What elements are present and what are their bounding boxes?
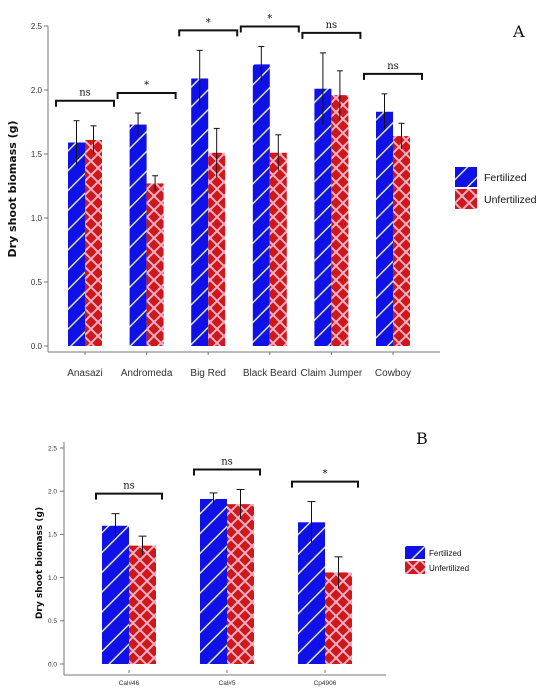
- y-tick-label: 1.5: [48, 532, 57, 539]
- significance-label: *: [323, 469, 328, 480]
- significance-bracket: [95, 492, 163, 500]
- bar-unfertilized: [208, 152, 226, 346]
- bar-fertilized: [376, 111, 393, 346]
- y-tick-label: 1.0: [31, 214, 43, 223]
- x-tick-label: Black Beard: [243, 368, 297, 379]
- y-tick-label: 2.0: [31, 86, 43, 95]
- significance-bracket: [55, 99, 115, 107]
- y-tick-label: 1.0: [48, 575, 57, 582]
- bar-unfertilized: [85, 139, 102, 346]
- legend-swatch-unfertilized: [455, 189, 477, 209]
- bar-fertilized: [191, 78, 209, 346]
- x-tick-label: Cal#46: [119, 680, 140, 687]
- panel-label-b: B: [416, 429, 428, 448]
- significance-bracket: [301, 31, 362, 39]
- legend-swatch-unfertilized: [405, 561, 425, 574]
- y-axis-label-a: Dry shoot biomass (g): [6, 120, 19, 257]
- significance-bracket: [363, 72, 423, 80]
- significance-label: ns: [387, 61, 399, 72]
- x-tick-label: Big Red: [190, 368, 226, 379]
- bar-fertilized: [129, 124, 147, 346]
- legend-label-fertilized: Fertilized: [484, 172, 527, 184]
- significance-label: ns: [326, 20, 338, 31]
- significance-label: *: [206, 17, 211, 28]
- significance-bracket: [178, 29, 239, 37]
- x-tick-label: Andromeda: [121, 368, 173, 379]
- x-tick-label: Cowboy: [375, 368, 411, 379]
- y-tick-label: 2.5: [48, 445, 57, 452]
- bar-fertilized: [314, 88, 332, 346]
- legend-a: Fertilized Unfertilized: [455, 167, 537, 209]
- x-tick-label: Anasazi: [67, 368, 103, 379]
- panel-label-a: A: [512, 22, 525, 41]
- significance-label: *: [144, 80, 149, 91]
- y-tick-label: 0.5: [48, 618, 57, 625]
- legend-label-unfertilized: Unfertilized: [484, 194, 537, 206]
- bar-fertilized: [102, 525, 129, 664]
- legend-label-unfertilized: Unfertilized: [429, 564, 469, 573]
- y-tick-label: 2.0: [48, 488, 57, 495]
- significance-label: ns: [79, 88, 91, 99]
- y-axis-label-b: Dry shoot biomass (g): [35, 507, 45, 619]
- x-tick-label: Claim Jumper: [301, 368, 363, 379]
- significance-bracket: [239, 25, 300, 33]
- y-tick-label: 0.0: [31, 342, 43, 351]
- y-tick-label: 0.0: [48, 661, 57, 668]
- significance-label: ns: [123, 481, 135, 492]
- significance-label: *: [267, 13, 272, 24]
- bar-unfertilized: [146, 183, 164, 346]
- x-tick-label: Cp4906: [314, 680, 337, 687]
- bars-a: [68, 45, 410, 347]
- y-tick-label: 1.5: [31, 150, 43, 159]
- bar-unfertilized: [331, 95, 349, 347]
- bar-unfertilized: [227, 504, 254, 664]
- legend-b: Fertilized Unfertilized: [405, 546, 469, 574]
- bar-unfertilized: [269, 152, 287, 346]
- significance-bracket: [193, 468, 261, 476]
- x-tick-label: Cal#5: [219, 680, 236, 687]
- chart-panel-b: Dry shoot biomass (g) B Fertilized Unfer…: [35, 429, 469, 687]
- y-tick-label: 2.5: [31, 22, 43, 31]
- significance-bracket: [291, 480, 359, 488]
- bar-fertilized: [68, 142, 85, 346]
- significance-label: ns: [221, 456, 233, 467]
- bar-fertilized: [298, 522, 325, 664]
- bar-unfertilized: [393, 136, 410, 346]
- legend-swatch-fertilized: [455, 167, 477, 187]
- chart-panel-a: Dry shoot biomass (g) A Fertilized Unfer…: [6, 13, 537, 379]
- significance-bracket: [116, 92, 177, 100]
- legend-label-fertilized: Fertilized: [429, 549, 461, 558]
- bar-fertilized: [200, 498, 227, 664]
- bars-b: [102, 488, 352, 664]
- legend-swatch-fertilized: [405, 546, 425, 559]
- bar-fertilized: [252, 64, 270, 347]
- bar-unfertilized: [129, 545, 156, 664]
- y-tick-label: 0.5: [31, 278, 43, 287]
